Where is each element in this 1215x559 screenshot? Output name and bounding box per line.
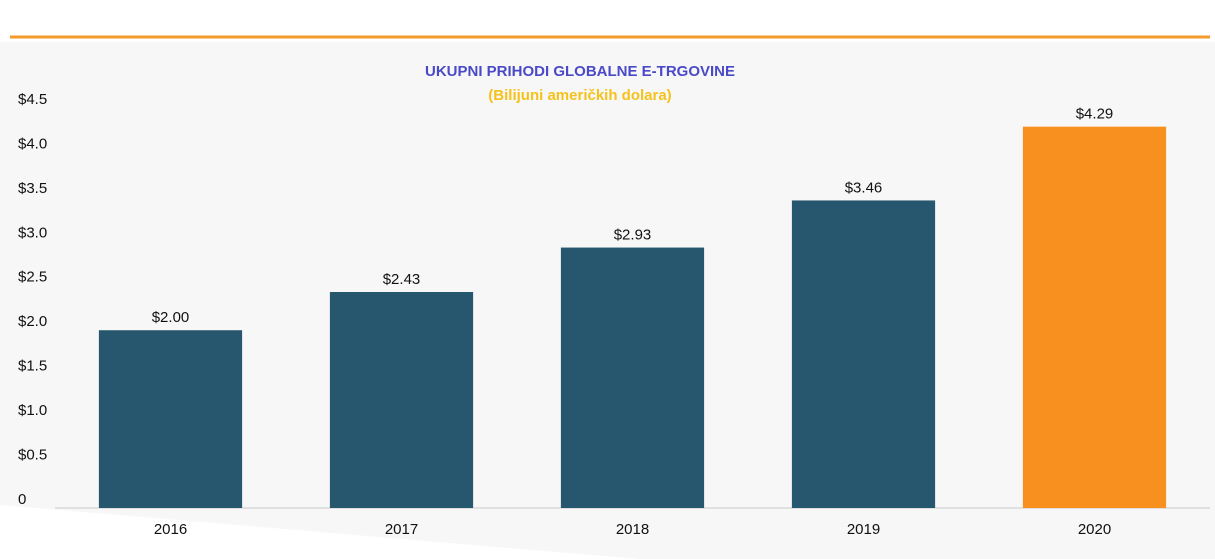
- x-tick-label: 2018: [616, 521, 649, 538]
- x-tick-label: 2020: [1078, 521, 1111, 538]
- y-tick-label: 0: [18, 491, 26, 508]
- data-label: $4.29: [1076, 106, 1114, 123]
- bar: [329, 292, 474, 508]
- chart-subtitle: (Bilijuni američkih dolara): [488, 87, 671, 104]
- decor-wedge: [0, 505, 640, 559]
- y-tick-label: $3.0: [18, 224, 47, 241]
- x-tick-label: 2019: [847, 521, 880, 538]
- bar: [791, 200, 936, 508]
- bar: [1022, 126, 1167, 509]
- y-tick-label: $2.5: [18, 269, 47, 286]
- chart-title: UKUPNI PRIHODI GLOBALNE E-TRGOVINE: [425, 63, 735, 80]
- x-tick-label: 2016: [154, 521, 187, 538]
- data-label: $2.00: [152, 309, 190, 326]
- y-tick-label: $1.5: [18, 358, 47, 375]
- data-label: $2.43: [383, 271, 421, 288]
- y-tick-label: $0.5: [18, 447, 47, 464]
- y-tick-label: $1.0: [18, 402, 47, 419]
- data-label: $3.46: [845, 179, 883, 196]
- y-tick-label: $4.0: [18, 135, 47, 152]
- bar: [98, 330, 243, 508]
- y-tick-label: $2.0: [18, 313, 47, 330]
- bar: [560, 247, 705, 509]
- data-label: $2.93: [614, 227, 652, 244]
- y-tick-label: $3.5: [18, 180, 47, 197]
- y-tick-label: $4.5: [18, 91, 47, 108]
- x-tick-label: 2017: [385, 521, 418, 538]
